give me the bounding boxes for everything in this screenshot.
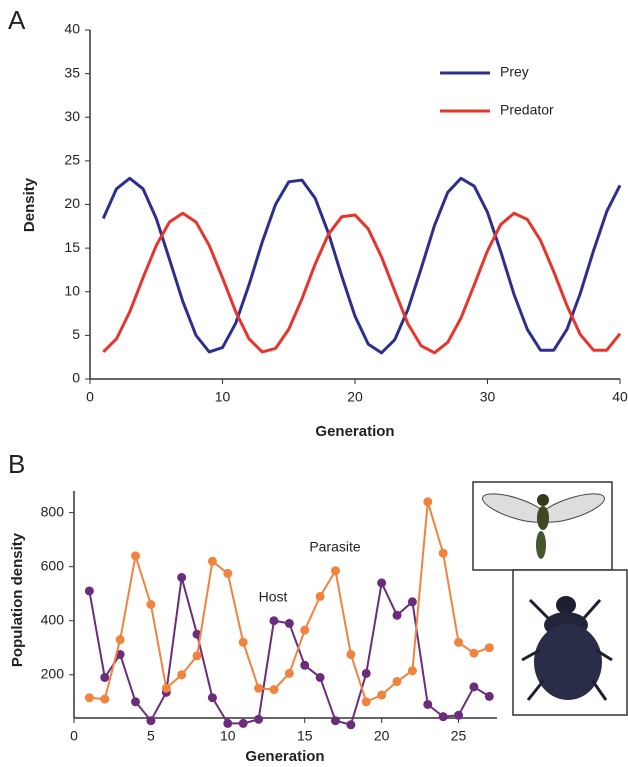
data-point [223,718,233,728]
data-point [131,551,141,561]
data-point [177,670,187,680]
data-point [238,718,248,728]
data-point [454,710,464,720]
data-point [454,637,464,647]
x-axis-title: Generation [245,748,324,765]
data-point [115,635,125,645]
data-point [361,697,371,707]
y-tick-label: 600 [41,557,65,573]
x-tick-label: 10 [215,389,231,405]
data-point [84,586,94,596]
data-point [392,610,402,620]
x-axis-title: Generation [315,423,394,440]
data-point [469,682,479,692]
series-line [101,176,622,355]
data-point [392,677,402,687]
data-point [438,548,448,558]
wasp-illustration [472,481,613,571]
data-point [100,672,110,682]
data-point [207,556,217,566]
data-point [484,691,494,701]
y-tick-label: 800 [41,503,65,519]
data-point [238,637,248,647]
data-point [223,568,233,578]
data-point [330,716,340,726]
x-tick-label: 20 [347,389,363,405]
data-point [284,618,294,628]
data-point [361,668,371,678]
beetle-illustration [512,569,628,716]
data-point [315,672,325,682]
data-point [346,649,356,659]
data-point [207,693,217,703]
y-tick-label: 10 [64,282,80,298]
data-point [161,683,171,693]
x-tick-label: 0 [86,389,94,405]
data-point [423,497,433,507]
y-tick-label: 15 [64,239,80,255]
data-point [346,720,356,730]
y-tick-label: 30 [64,108,80,124]
data-point [100,694,110,704]
series-annotation: Parasite [309,539,361,555]
x-tick-label: 25 [451,728,467,744]
data-point [254,714,264,724]
legend-label: Predator [500,102,554,118]
data-point [146,716,156,726]
x-tick-label: 40 [612,389,628,405]
data-point [377,578,387,588]
data-point [177,572,187,582]
y-tick-label: 400 [41,611,65,627]
data-point [423,699,433,709]
data-point [407,666,417,676]
data-point [330,566,340,576]
y-tick-label: 5 [72,326,80,342]
data-point [469,648,479,658]
data-point [269,685,279,695]
y-tick-label: 35 [64,64,80,80]
series-line [102,211,622,355]
data-point [300,625,310,635]
y-tick-label: 40 [64,21,80,37]
data-point [315,591,325,601]
data-point [438,712,448,722]
series-annotation: Host [259,589,288,605]
data-point [300,660,310,670]
data-point [146,600,156,609]
x-tick-label: 0 [70,728,78,744]
data-point [407,597,417,607]
x-tick-label: 20 [374,728,390,744]
data-point [269,616,279,626]
data-point [254,683,264,693]
x-tick-label: 5 [147,728,155,744]
y-axis-title: Population density [9,532,26,667]
panel-label: B [8,449,25,479]
data-point [131,697,141,707]
x-tick-label: 30 [480,389,496,405]
legend-label: Prey [500,64,529,80]
x-tick-label: 15 [297,728,313,744]
panel-label: A [8,5,26,35]
data-point [84,693,94,703]
y-tick-label: 0 [72,370,80,386]
x-tick-label: 10 [220,728,236,744]
y-tick-label: 20 [64,195,80,211]
data-point [484,643,494,653]
y-tick-label: 25 [64,152,80,168]
data-point [192,651,202,661]
data-point [377,690,387,700]
y-axis-title: Density [21,177,38,232]
y-tick-label: 200 [41,665,65,681]
data-point [284,668,294,678]
